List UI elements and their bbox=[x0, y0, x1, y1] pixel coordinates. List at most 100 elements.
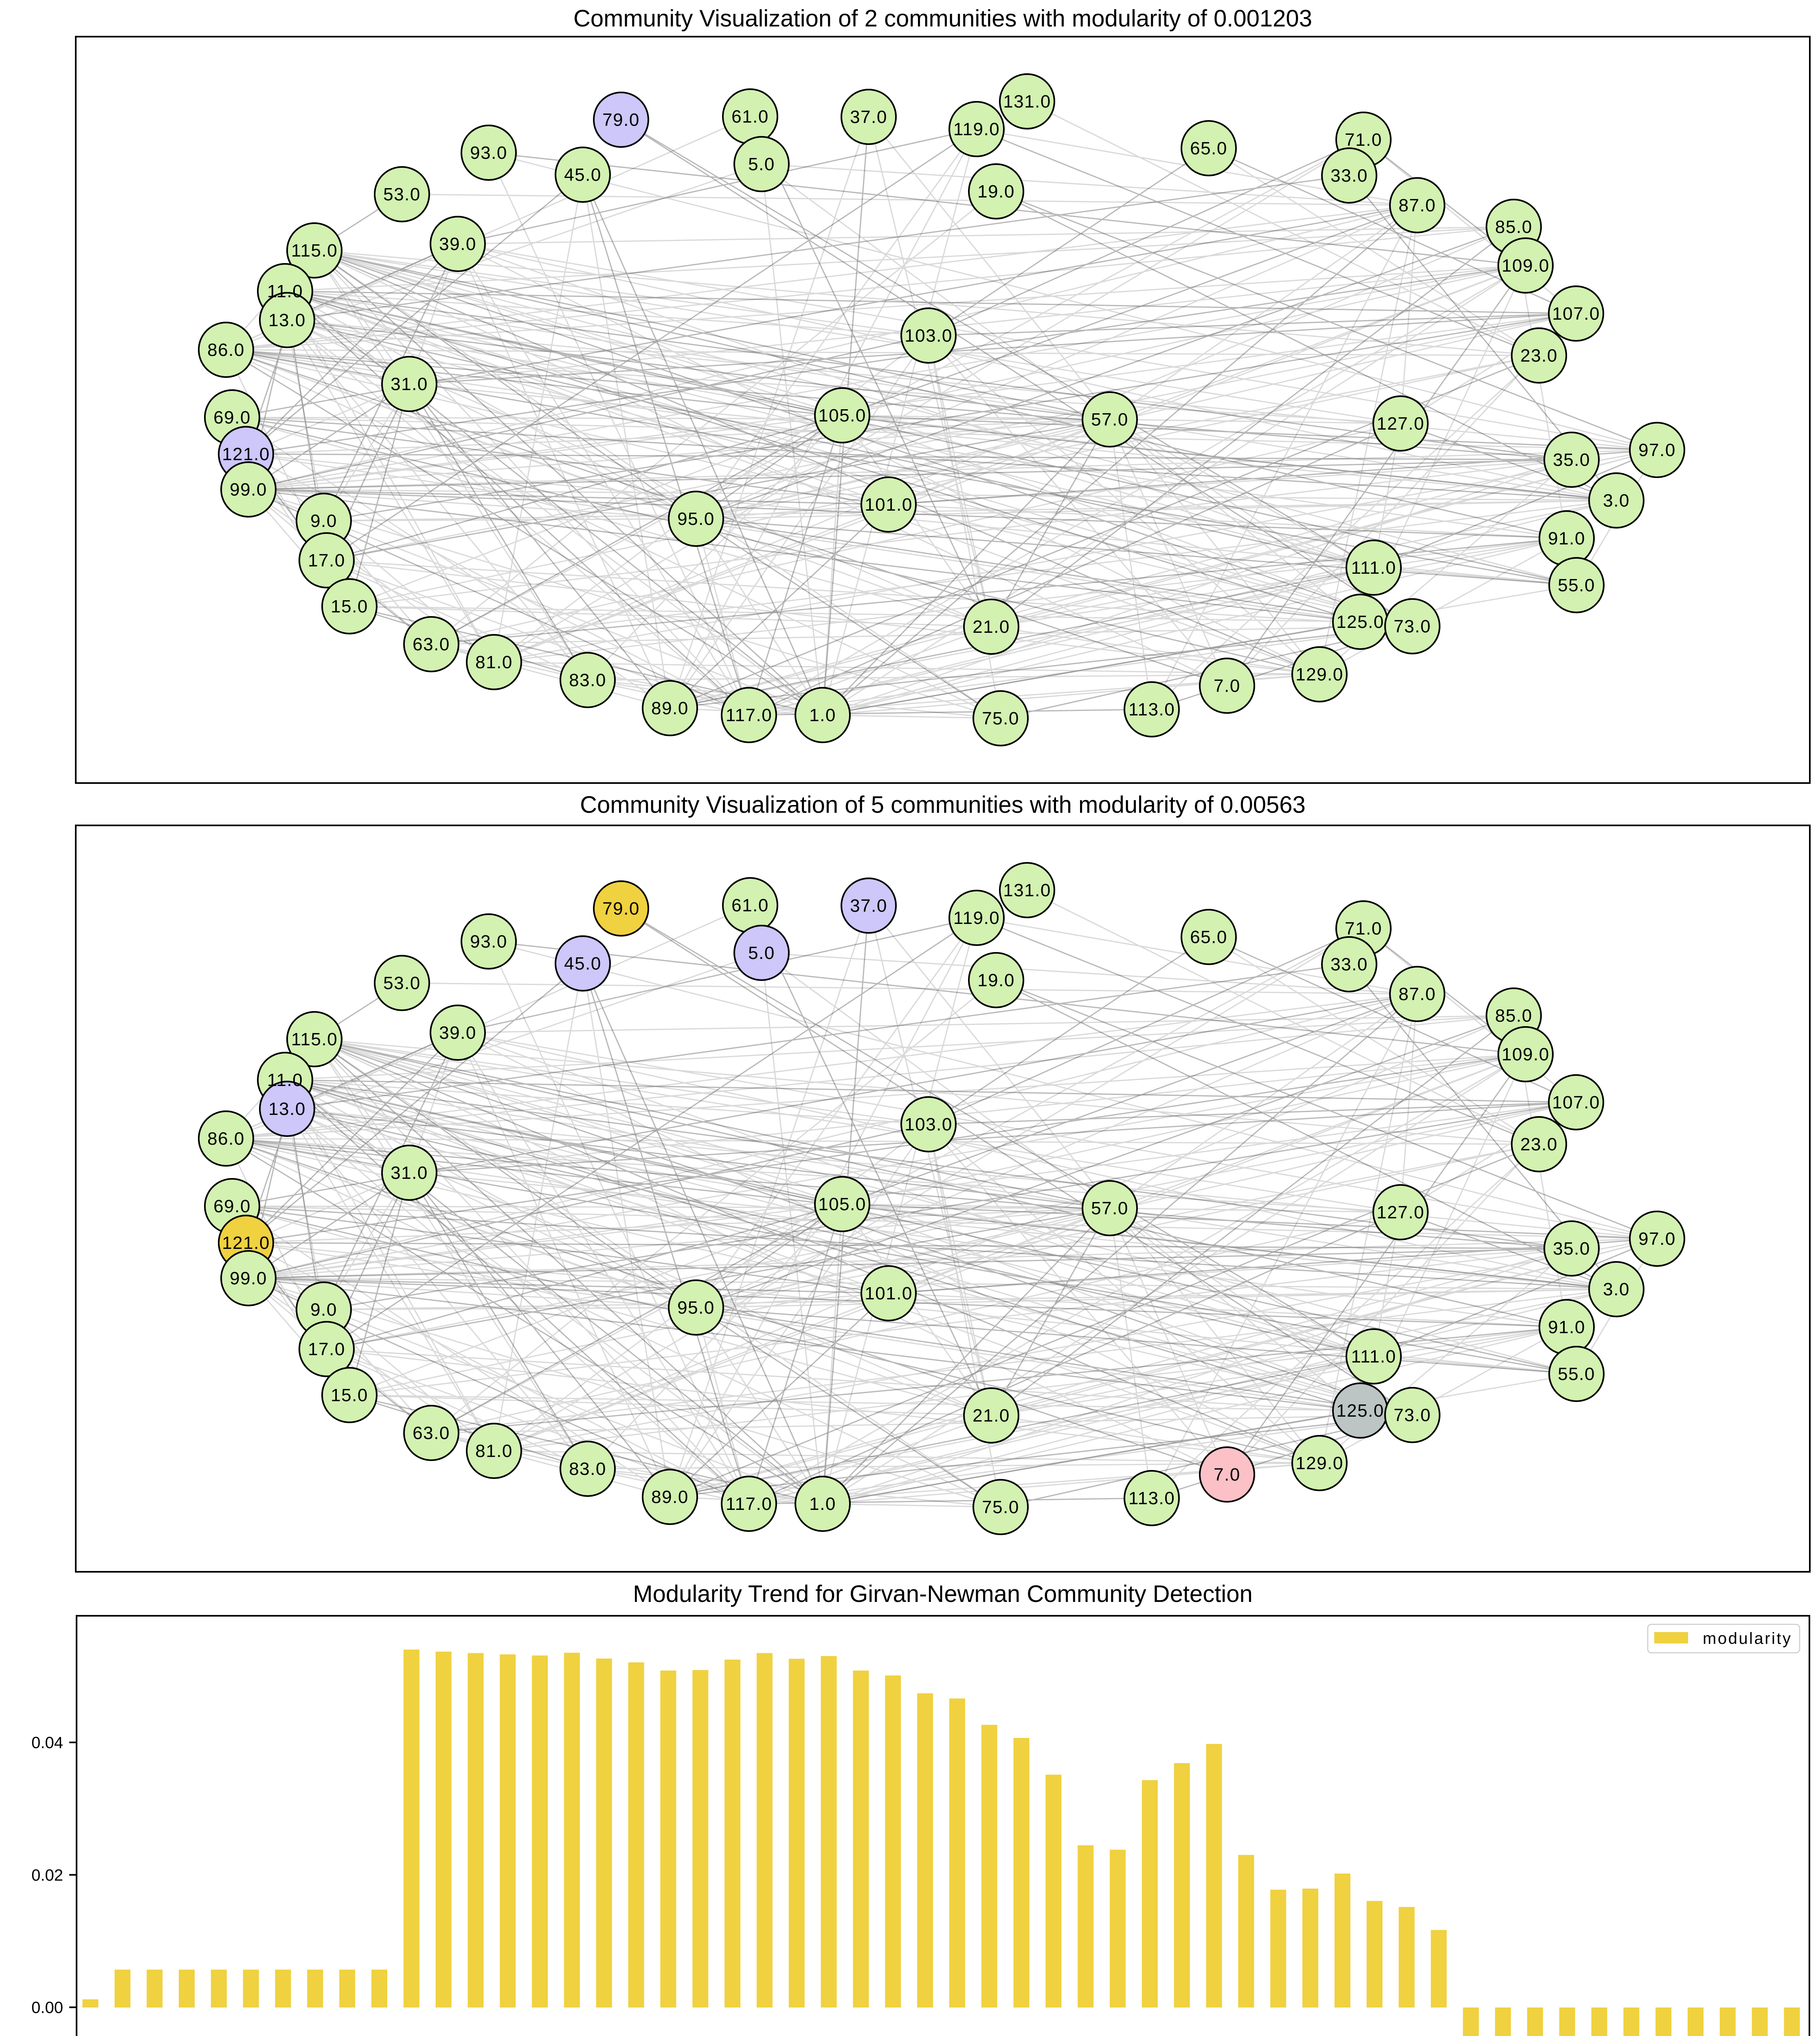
svg-text:19.0: 19.0 bbox=[977, 970, 1015, 990]
svg-text:125.0: 125.0 bbox=[1336, 612, 1384, 632]
svg-text:53.0: 53.0 bbox=[383, 973, 421, 993]
svg-text:85.0: 85.0 bbox=[1495, 217, 1532, 237]
svg-text:127.0: 127.0 bbox=[1377, 1202, 1425, 1222]
svg-text:97.0: 97.0 bbox=[1638, 1229, 1676, 1249]
svg-text:73.0: 73.0 bbox=[1394, 617, 1431, 636]
svg-text:111.0: 111.0 bbox=[1351, 1347, 1396, 1367]
svg-text:1.0: 1.0 bbox=[809, 1494, 836, 1514]
svg-text:61.0: 61.0 bbox=[731, 107, 769, 127]
svg-text:37.0: 37.0 bbox=[850, 896, 887, 916]
svg-text:0.02: 0.02 bbox=[31, 1866, 63, 1884]
svg-text:23.0: 23.0 bbox=[1520, 346, 1558, 366]
svg-text:97.0: 97.0 bbox=[1638, 440, 1676, 460]
svg-text:11.0: 11.0 bbox=[267, 1070, 303, 1090]
svg-text:83.0: 83.0 bbox=[569, 670, 606, 690]
svg-text:86.0: 86.0 bbox=[207, 340, 245, 360]
svg-text:115.0: 115.0 bbox=[291, 1029, 338, 1049]
svg-text:101.0: 101.0 bbox=[865, 495, 913, 515]
svg-text:127.0: 127.0 bbox=[1377, 414, 1425, 434]
svg-text:109.0: 109.0 bbox=[1502, 256, 1550, 276]
svg-text:Modularity Trend for Girvan-Ne: Modularity Trend for Girvan-Newman Commu… bbox=[633, 1581, 1252, 1607]
svg-text:99.0: 99.0 bbox=[230, 1268, 267, 1288]
svg-text:115.0: 115.0 bbox=[291, 241, 338, 261]
svg-text:17.0: 17.0 bbox=[308, 551, 345, 570]
svg-text:109.0: 109.0 bbox=[1502, 1044, 1550, 1064]
svg-text:13.0: 13.0 bbox=[268, 310, 306, 330]
svg-text:21.0: 21.0 bbox=[973, 617, 1010, 637]
svg-text:107.0: 107.0 bbox=[1552, 1093, 1600, 1112]
svg-text:35.0: 35.0 bbox=[1553, 450, 1590, 470]
svg-text:11.0: 11.0 bbox=[267, 281, 303, 301]
svg-text:103.0: 103.0 bbox=[905, 326, 953, 346]
svg-text:57.0: 57.0 bbox=[1091, 1198, 1128, 1218]
svg-text:63.0: 63.0 bbox=[413, 634, 450, 654]
svg-text:69.0: 69.0 bbox=[213, 1196, 251, 1216]
svg-text:3.0: 3.0 bbox=[1603, 491, 1630, 511]
svg-text:55.0: 55.0 bbox=[1558, 575, 1595, 595]
svg-text:57.0: 57.0 bbox=[1091, 410, 1128, 430]
svg-text:31.0: 31.0 bbox=[391, 374, 428, 394]
svg-text:Community Visualization of 2 c: Community Visualization of 2 communities… bbox=[573, 5, 1312, 32]
svg-text:87.0: 87.0 bbox=[1398, 984, 1436, 1004]
svg-text:103.0: 103.0 bbox=[905, 1115, 953, 1134]
svg-text:113.0: 113.0 bbox=[1128, 1488, 1175, 1508]
svg-text:69.0: 69.0 bbox=[213, 408, 251, 428]
svg-text:Community Visualization of 5 c: Community Visualization of 5 communities… bbox=[580, 792, 1306, 818]
svg-text:17.0: 17.0 bbox=[308, 1339, 345, 1359]
svg-text:99.0: 99.0 bbox=[230, 480, 267, 500]
svg-text:129.0: 129.0 bbox=[1295, 665, 1344, 685]
svg-text:101.0: 101.0 bbox=[865, 1283, 913, 1303]
svg-text:119.0: 119.0 bbox=[953, 908, 1000, 928]
svg-text:31.0: 31.0 bbox=[391, 1163, 428, 1183]
svg-text:15.0: 15.0 bbox=[331, 1385, 368, 1405]
svg-text:95.0: 95.0 bbox=[677, 1298, 715, 1318]
svg-text:modularity: modularity bbox=[1703, 1630, 1792, 1648]
svg-text:105.0: 105.0 bbox=[818, 406, 866, 426]
svg-text:0.04: 0.04 bbox=[31, 1734, 63, 1752]
svg-text:19.0: 19.0 bbox=[977, 182, 1015, 202]
svg-text:87.0: 87.0 bbox=[1398, 195, 1436, 215]
svg-text:83.0: 83.0 bbox=[569, 1459, 606, 1479]
svg-text:39.0: 39.0 bbox=[439, 1023, 476, 1043]
svg-text:73.0: 73.0 bbox=[1394, 1405, 1431, 1425]
svg-text:53.0: 53.0 bbox=[383, 184, 421, 204]
svg-text:113.0: 113.0 bbox=[1128, 700, 1175, 720]
svg-text:65.0: 65.0 bbox=[1190, 138, 1227, 158]
svg-text:15.0: 15.0 bbox=[331, 597, 368, 617]
svg-text:9.0: 9.0 bbox=[310, 1300, 337, 1320]
svg-text:1.0: 1.0 bbox=[809, 705, 836, 725]
svg-text:129.0: 129.0 bbox=[1295, 1453, 1344, 1473]
svg-text:105.0: 105.0 bbox=[818, 1194, 866, 1214]
svg-text:117.0: 117.0 bbox=[726, 1494, 772, 1514]
svg-text:85.0: 85.0 bbox=[1495, 1006, 1532, 1026]
svg-text:75.0: 75.0 bbox=[982, 1497, 1019, 1517]
svg-text:39.0: 39.0 bbox=[439, 234, 476, 254]
svg-text:89.0: 89.0 bbox=[651, 1487, 689, 1507]
svg-text:131.0: 131.0 bbox=[1003, 880, 1051, 900]
svg-text:65.0: 65.0 bbox=[1190, 927, 1227, 947]
svg-text:55.0: 55.0 bbox=[1558, 1364, 1595, 1384]
svg-text:7.0: 7.0 bbox=[1214, 1465, 1240, 1485]
svg-text:91.0: 91.0 bbox=[1548, 1317, 1585, 1337]
svg-text:21.0: 21.0 bbox=[973, 1406, 1010, 1426]
svg-text:9.0: 9.0 bbox=[310, 511, 337, 531]
svg-text:45.0: 45.0 bbox=[564, 165, 602, 185]
svg-text:61.0: 61.0 bbox=[731, 895, 769, 915]
svg-text:33.0: 33.0 bbox=[1330, 166, 1368, 186]
svg-text:35.0: 35.0 bbox=[1553, 1239, 1590, 1259]
svg-text:117.0: 117.0 bbox=[726, 705, 772, 725]
svg-text:125.0: 125.0 bbox=[1336, 1401, 1384, 1421]
svg-text:93.0: 93.0 bbox=[470, 143, 507, 163]
svg-text:81.0: 81.0 bbox=[475, 1441, 513, 1461]
svg-text:131.0: 131.0 bbox=[1003, 92, 1051, 112]
svg-text:63.0: 63.0 bbox=[413, 1423, 450, 1443]
svg-text:121.0: 121.0 bbox=[222, 444, 270, 464]
svg-text:45.0: 45.0 bbox=[564, 954, 602, 974]
svg-text:71.0: 71.0 bbox=[1345, 919, 1382, 939]
svg-text:107.0: 107.0 bbox=[1552, 304, 1600, 324]
svg-text:95.0: 95.0 bbox=[677, 509, 715, 529]
svg-text:79.0: 79.0 bbox=[602, 899, 640, 919]
svg-text:13.0: 13.0 bbox=[268, 1099, 306, 1119]
svg-text:91.0: 91.0 bbox=[1548, 529, 1585, 548]
svg-text:111.0: 111.0 bbox=[1351, 558, 1396, 578]
